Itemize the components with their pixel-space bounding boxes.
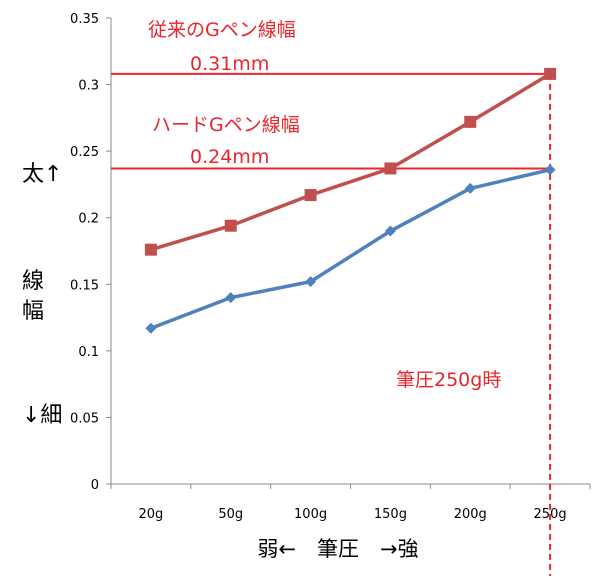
chart-axes bbox=[106, 17, 591, 489]
data-series bbox=[144, 67, 557, 334]
series-line bbox=[150, 72, 551, 252]
x-tick-label: 150g bbox=[374, 507, 407, 522]
series-0 bbox=[145, 164, 556, 334]
data-point-diamond bbox=[464, 182, 476, 194]
x-axis-label: 弱← 筆圧 →強 bbox=[257, 537, 418, 561]
annotation-pressure-250g: 筆圧250g時 bbox=[396, 369, 501, 391]
data-point-diamond bbox=[544, 164, 556, 176]
y-tick-label: 0.25 bbox=[70, 145, 99, 160]
y-tick-label: 0.35 bbox=[70, 12, 99, 27]
data-point-square bbox=[544, 67, 557, 80]
x-tick-label: 100g bbox=[294, 507, 327, 522]
x-tick-label: 50g bbox=[218, 507, 243, 522]
x-tick-label: 200g bbox=[454, 507, 487, 522]
y-tick-label: 0.2 bbox=[78, 212, 99, 227]
y-axis-label-width: 幅 bbox=[22, 299, 44, 324]
data-point-diamond bbox=[384, 225, 396, 237]
y-tick-label: 0.05 bbox=[70, 411, 99, 426]
data-point-square bbox=[304, 189, 317, 202]
data-point-diamond bbox=[145, 322, 157, 334]
annotation-conventional-width: 0.31mm bbox=[190, 53, 269, 75]
data-point-square bbox=[464, 115, 477, 128]
y-tick-label: 0.15 bbox=[70, 278, 99, 293]
data-point-square bbox=[144, 243, 157, 256]
x-tick-labels: 20g50g100g150g200g250g bbox=[139, 507, 567, 522]
data-point-square bbox=[224, 219, 237, 232]
x-tick-label: 20g bbox=[139, 507, 164, 522]
y-axis-label-thin: ↓細 bbox=[22, 403, 62, 428]
annotation-conventional-pen: 従来のGペン線幅 bbox=[148, 19, 296, 41]
annotation-hard-width: 0.24mm bbox=[190, 146, 269, 168]
annotation-hard-pen: ハードGペン線幅 bbox=[152, 114, 300, 136]
data-point-square bbox=[384, 162, 397, 175]
y-tick-label: 0.1 bbox=[78, 345, 99, 360]
y-tick-label: 0.3 bbox=[78, 79, 99, 94]
data-point-diamond bbox=[305, 276, 317, 288]
series-line bbox=[150, 168, 551, 330]
series-1 bbox=[144, 67, 557, 256]
data-point-diamond bbox=[225, 292, 237, 304]
y-axis-label-thick: 太↑ bbox=[22, 162, 62, 187]
y-tick-label: 0 bbox=[91, 478, 99, 493]
y-tick-labels: 0 0.05 0.1 0.15 0.2 0.25 0.3 0.35 bbox=[70, 12, 99, 493]
y-axis-label-line: 線 bbox=[22, 269, 44, 294]
reference-lines bbox=[111, 72, 552, 576]
